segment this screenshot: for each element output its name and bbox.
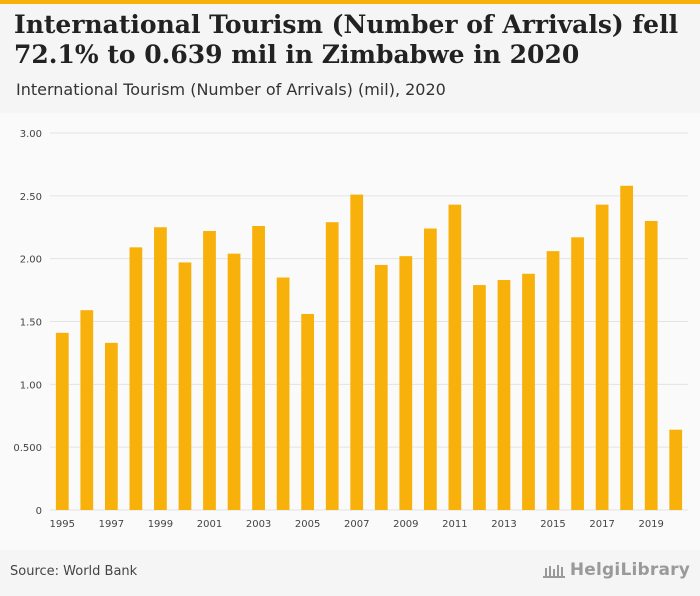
bar-2009: [399, 256, 413, 510]
y-tick-label: 2.00: [20, 255, 42, 266]
brand-logo: HelgiLibrary: [542, 560, 690, 580]
bar-1995: [55, 332, 69, 510]
y-tick-label: 2.50: [20, 192, 42, 203]
bar-2002: [227, 253, 241, 510]
bar-2004: [276, 277, 290, 510]
x-tick-label: 2009: [393, 519, 418, 530]
top-accent-bar: [0, 0, 700, 4]
bar-2015: [546, 251, 560, 511]
bar-2000: [178, 262, 192, 510]
bar-2018: [620, 185, 634, 510]
bar-2001: [203, 231, 216, 510]
bar-2020: [669, 429, 683, 510]
x-tick-label: 2005: [295, 519, 320, 530]
x-tick-label: 2017: [589, 519, 614, 530]
y-tick-label: 1.50: [20, 318, 42, 329]
source-note: Source: World Bank: [10, 564, 138, 579]
library-icon: [542, 565, 565, 578]
x-tick-label: 1999: [148, 519, 173, 530]
bar-2007: [350, 194, 364, 510]
y-tick-label: 1.00: [20, 380, 42, 391]
bar-1997: [104, 342, 118, 510]
x-tick-label: 2003: [246, 519, 271, 530]
brand-name: HelgiLibrary: [569, 560, 690, 580]
bar-2008: [374, 264, 388, 510]
chart-subtitle: International Tourism (Number of Arrival…: [16, 80, 446, 99]
x-tick-label: 2015: [540, 519, 565, 530]
bar-2005: [301, 313, 315, 510]
x-tick-label: 2011: [442, 519, 467, 530]
bar-1999: [154, 227, 167, 510]
x-tick-label: 1995: [50, 519, 75, 530]
x-tick-label: 1997: [99, 519, 124, 530]
x-tick-label: 2019: [638, 519, 663, 530]
y-tick-label: 0: [36, 506, 42, 517]
x-tick-label: 2001: [197, 519, 222, 530]
bar-2013: [497, 280, 511, 510]
bar-1998: [129, 247, 143, 510]
y-tick-label: 0.500: [13, 443, 42, 454]
bar-2010: [423, 228, 437, 511]
bar-1996: [80, 310, 94, 510]
bar-2019: [644, 220, 658, 510]
bar-2016: [571, 237, 584, 510]
bar-2003: [252, 225, 265, 510]
bar-2012: [473, 285, 486, 510]
x-tick-label: 2007: [344, 519, 369, 530]
bar-2017: [595, 204, 609, 510]
bar-2011: [448, 204, 462, 510]
page-title: International Tourism (Number of Arrival…: [14, 10, 679, 69]
bar-2014: [522, 273, 535, 510]
x-tick-label: 2013: [491, 519, 516, 530]
y-tick-label: 3.00: [20, 129, 42, 140]
bar-2006: [325, 222, 339, 510]
